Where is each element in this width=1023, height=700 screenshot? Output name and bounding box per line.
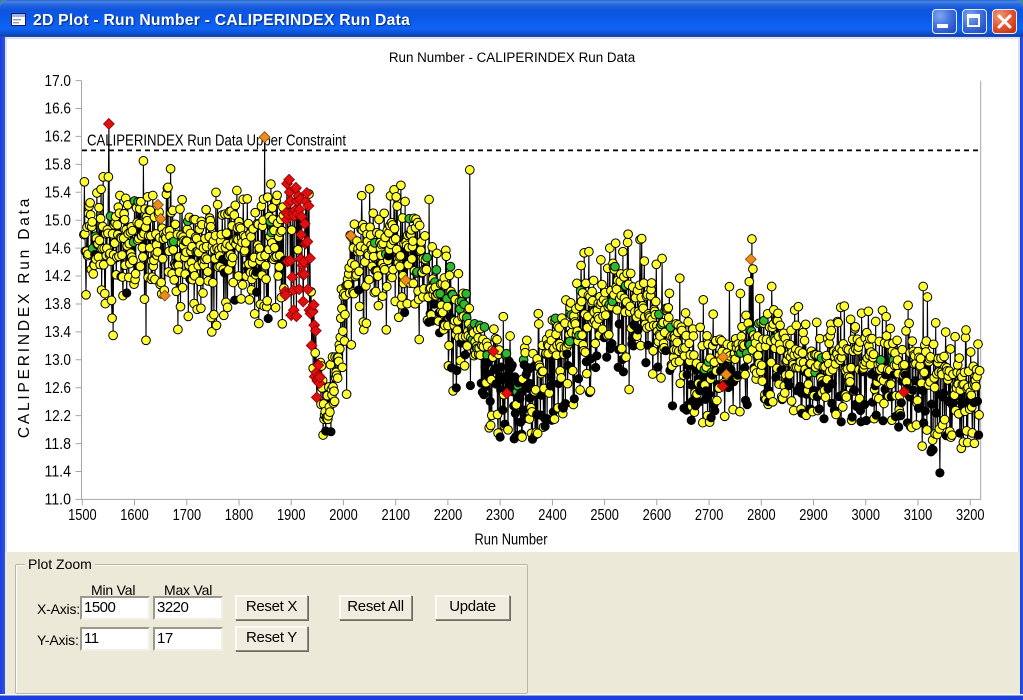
svg-text:15.4: 15.4 (45, 185, 72, 202)
svg-text:3000: 3000 (852, 507, 881, 524)
svg-text:16.2: 16.2 (45, 129, 72, 146)
svg-text:3200: 3200 (956, 507, 985, 524)
svg-text:1800: 1800 (225, 507, 254, 524)
svg-text:2500: 2500 (590, 507, 619, 524)
svg-text:2900: 2900 (799, 507, 828, 524)
svg-text:2800: 2800 (747, 507, 776, 524)
svg-text:2100: 2100 (382, 507, 411, 524)
svg-text:15.8: 15.8 (45, 157, 72, 174)
svg-text:13.0: 13.0 (45, 352, 72, 369)
svg-text:11.4: 11.4 (45, 464, 72, 481)
svg-text:2400: 2400 (538, 507, 567, 524)
svg-text:13.4: 13.4 (45, 324, 72, 341)
svg-text:14.2: 14.2 (45, 268, 72, 285)
svg-text:12.2: 12.2 (45, 408, 72, 425)
svg-text:1500: 1500 (68, 507, 97, 524)
svg-text:Run Number: Run Number (475, 532, 548, 549)
svg-text:12.6: 12.6 (45, 380, 72, 397)
svg-text:1600: 1600 (120, 507, 149, 524)
svg-text:14.6: 14.6 (45, 240, 72, 257)
svg-text:CALIPERINDEX Run Data: CALIPERINDEX Run Data (16, 196, 33, 438)
svg-text:2600: 2600 (643, 507, 672, 524)
svg-text:2700: 2700 (695, 507, 724, 524)
svg-text:CALIPERINDEX Run Data Upper Co: CALIPERINDEX Run Data Upper Constraint (87, 132, 347, 149)
svg-text:17.0: 17.0 (45, 73, 72, 90)
svg-text:1900: 1900 (277, 507, 306, 524)
svg-text:11.0: 11.0 (45, 492, 72, 509)
svg-text:2300: 2300 (486, 507, 515, 524)
svg-text:13.8: 13.8 (45, 296, 72, 313)
svg-text:11.8: 11.8 (45, 436, 72, 453)
svg-text:2200: 2200 (434, 507, 463, 524)
svg-text:15.0: 15.0 (45, 212, 72, 229)
svg-text:1700: 1700 (173, 507, 202, 524)
svg-text:16.6: 16.6 (45, 101, 72, 118)
svg-text:Run Number - CALIPERINDEX Run: Run Number - CALIPERINDEX Run Data (389, 50, 636, 65)
svg-text:3100: 3100 (904, 507, 933, 524)
svg-text:2000: 2000 (329, 507, 358, 524)
